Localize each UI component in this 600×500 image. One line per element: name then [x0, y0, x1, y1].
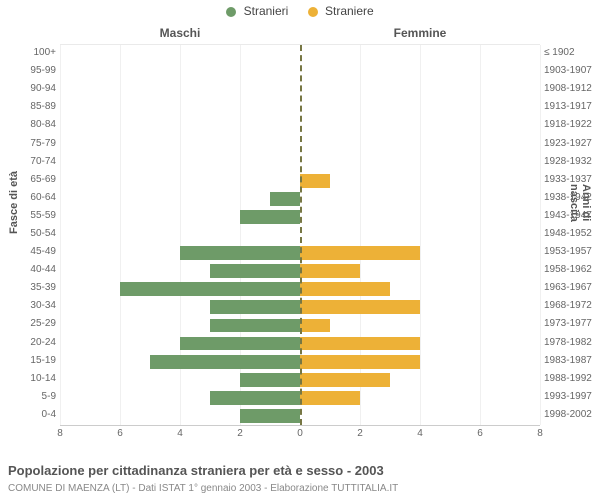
legend-label-male: Stranieri [244, 4, 289, 18]
bar-male [150, 355, 300, 369]
x-tick-label: 4 [417, 428, 423, 439]
birth-year-label: 1913-1917 [544, 102, 600, 112]
birth-year-label: 1928-1932 [544, 157, 600, 167]
age-label: 100+ [0, 48, 56, 58]
birth-year-label: 1958-1962 [544, 265, 600, 275]
x-tick-label: 4 [177, 428, 183, 439]
bar-female [300, 174, 330, 188]
x-tick-label: 6 [477, 428, 483, 439]
bar-female [300, 300, 420, 314]
bar-female [300, 282, 390, 296]
bar-female [300, 319, 330, 333]
age-label: 50-54 [0, 229, 56, 239]
bar-male [210, 319, 300, 333]
x-tick-label: 8 [537, 428, 543, 439]
age-label: 60-64 [0, 193, 56, 203]
birth-year-label: 1923-1927 [544, 139, 600, 149]
legend: Stranieri Straniere [0, 4, 600, 18]
birth-year-label: 1908-1912 [544, 84, 600, 94]
birth-year-label: 1948-1952 [544, 229, 600, 239]
birth-year-label: 1933-1937 [544, 175, 600, 185]
legend-item-female: Straniere [308, 4, 374, 18]
age-label: 95-99 [0, 66, 56, 76]
age-labels: 100+ 95-99 90-94 85-89 80-84 75-79 70-74 65-69 6… [0, 44, 56, 424]
bar-male [240, 409, 300, 423]
age-label: 80-84 [0, 120, 56, 130]
birth-year-label: 1973-1977 [544, 319, 600, 329]
birth-year-label: ≤ 1902 [544, 48, 600, 58]
age-label: 55-59 [0, 211, 56, 221]
legend-label-female: Straniere [325, 4, 374, 18]
bar-male [240, 210, 300, 224]
age-label: 90-94 [0, 84, 56, 94]
bar-female [300, 391, 360, 405]
header-female: Femmine [300, 26, 540, 40]
bar-female [300, 246, 420, 260]
age-label: 75-79 [0, 139, 56, 149]
bar-male [270, 192, 300, 206]
birth-year-label: 1918-1922 [544, 120, 600, 130]
birth-year-label: 1943-1947 [544, 211, 600, 221]
bar-male [120, 282, 300, 296]
birth-year-label: 1968-1972 [544, 301, 600, 311]
bar-female [300, 373, 390, 387]
bar-female [300, 264, 360, 278]
bar-female [300, 337, 420, 351]
x-tick-label: 2 [357, 428, 363, 439]
plot-area [60, 44, 540, 426]
bar-male [210, 264, 300, 278]
bar-male [240, 373, 300, 387]
age-label: 20-24 [0, 338, 56, 348]
chart-area: Maschi Femmine 8 6 4 2 0 2 4 6 8 [60, 26, 540, 446]
x-tick-label: 6 [117, 428, 123, 439]
legend-swatch-male [226, 7, 236, 17]
age-label: 35-39 [0, 283, 56, 293]
age-label: 10-14 [0, 374, 56, 384]
age-label: 0-4 [0, 410, 56, 420]
bar-male [180, 246, 300, 260]
age-label: 5-9 [0, 392, 56, 402]
chart-title: Popolazione per cittadinanza straniera p… [8, 463, 384, 478]
birth-year-label: 1983-1987 [544, 356, 600, 366]
birth-year-label: 1903-1907 [544, 66, 600, 76]
x-tick-label: 0 [297, 428, 303, 439]
bar-female [300, 355, 420, 369]
legend-swatch-female [308, 7, 318, 17]
birth-year-labels: ≤ 1902 1903-1907 1908-1912 1913-1917 1918-19… [544, 44, 600, 424]
birth-year-label: 1988-1992 [544, 374, 600, 384]
legend-item-male: Stranieri [226, 4, 288, 18]
center-divider [300, 45, 302, 425]
age-label: 15-19 [0, 356, 56, 366]
age-label: 45-49 [0, 247, 56, 257]
bar-male [180, 337, 300, 351]
birth-year-label: 1978-1982 [544, 338, 600, 348]
birth-year-label: 1963-1967 [544, 283, 600, 293]
bar-male [210, 300, 300, 314]
x-tick-label: 8 [57, 428, 63, 439]
age-label: 70-74 [0, 157, 56, 167]
birth-year-label: 1938-1942 [544, 193, 600, 203]
header-male: Maschi [60, 26, 300, 40]
chart-container: Stranieri Straniere Fasce di età Anni di… [0, 0, 600, 500]
chart-source: COMUNE DI MAENZA (LT) - Dati ISTAT 1° ge… [8, 483, 398, 494]
age-label: 85-89 [0, 102, 56, 112]
age-label: 30-34 [0, 301, 56, 311]
birth-year-label: 1998-2002 [544, 410, 600, 420]
bar-male [210, 391, 300, 405]
x-tick-label: 2 [237, 428, 243, 439]
age-label: 65-69 [0, 175, 56, 185]
x-axis-ticks: 8 6 4 2 0 2 4 6 8 [60, 428, 540, 442]
birth-year-label: 1993-1997 [544, 392, 600, 402]
age-label: 25-29 [0, 319, 56, 329]
birth-year-label: 1953-1957 [544, 247, 600, 257]
age-label: 40-44 [0, 265, 56, 275]
